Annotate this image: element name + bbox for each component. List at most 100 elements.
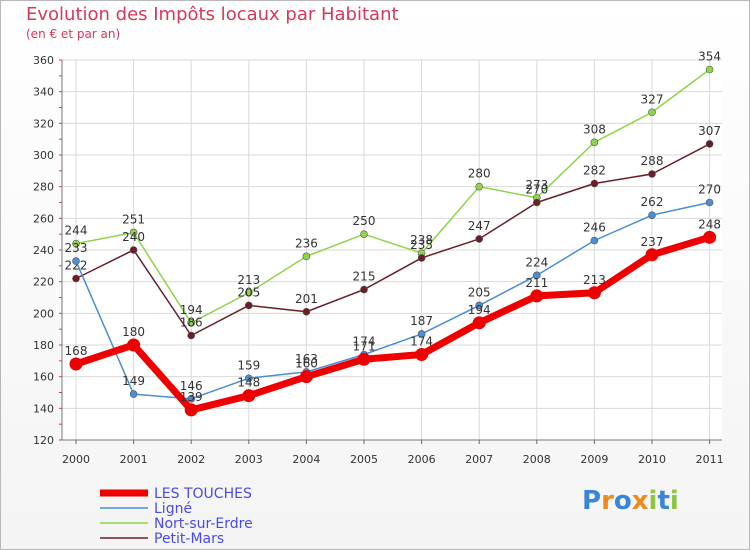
data-point (245, 301, 253, 310)
data-label: 235 (410, 238, 433, 252)
data-point (532, 271, 541, 280)
data-point (417, 254, 426, 262)
data-point (705, 140, 714, 148)
legend-entry: Petit-Mars (154, 531, 224, 547)
y-tick-label: 120 (33, 434, 54, 447)
data-label: 201 (295, 292, 318, 306)
data-point (472, 316, 486, 330)
data-label: 307 (698, 124, 721, 138)
data-label: 251 (122, 213, 145, 227)
data-label: 282 (583, 164, 606, 178)
data-point (72, 274, 80, 283)
data-label: 262 (641, 195, 664, 209)
logo-letter: i (669, 486, 679, 516)
logo-letter: r (601, 486, 614, 516)
logo-letter: i (648, 486, 658, 516)
data-point (587, 286, 601, 300)
data-label: 270 (525, 183, 548, 197)
y-tick-label: 240 (33, 244, 54, 257)
data-label: 354 (698, 50, 721, 64)
data-point (705, 198, 714, 207)
data-point (475, 235, 484, 243)
logo-letter: o (613, 486, 632, 516)
data-label: 187 (410, 314, 433, 328)
data-point (703, 230, 717, 244)
data-label: 288 (641, 154, 664, 168)
data-label: 246 (583, 221, 606, 235)
data-label: 186 (180, 316, 203, 330)
data-point (245, 374, 253, 383)
y-tick-label: 340 (33, 86, 54, 99)
x-tick-label: 2002 (177, 453, 205, 466)
data-point (187, 395, 195, 403)
data-label: 205 (468, 285, 491, 299)
data-label: 244 (65, 224, 88, 238)
data-label: 168 (65, 344, 88, 358)
data-label: 308 (583, 122, 606, 136)
data-point (129, 228, 138, 237)
data-label: 205 (237, 285, 260, 299)
data-label: 280 (468, 167, 491, 181)
logo-letter: P (582, 486, 602, 516)
x-tick-label: 2007 (465, 453, 493, 466)
data-point (590, 138, 599, 147)
x-tick-label: 2008 (523, 453, 551, 466)
y-tick-label: 200 (33, 307, 54, 320)
data-point (705, 65, 714, 74)
y-tick-label: 260 (33, 212, 54, 225)
data-label: 146 (180, 379, 203, 393)
data-point (648, 108, 656, 117)
x-tick-label: 2009 (580, 453, 608, 466)
data-point (187, 319, 195, 327)
data-label: 194 (180, 303, 203, 317)
data-label: 238 (410, 233, 433, 247)
data-label: 224 (525, 255, 548, 269)
legend-entry: Nort-sur-Erdre (154, 516, 253, 532)
y-tick-label: 360 (33, 54, 54, 67)
data-label: 247 (468, 219, 491, 233)
y-tick-label: 140 (33, 402, 54, 415)
x-tick-label: 2011 (696, 453, 724, 466)
y-tick-label: 280 (33, 181, 54, 194)
data-label: 270 (698, 183, 721, 197)
chart-subtitle: (en € et par an) (26, 27, 121, 41)
data-point (357, 352, 371, 366)
data-point (648, 211, 656, 219)
data-label: 233 (65, 241, 88, 255)
data-label: 236 (295, 236, 318, 250)
data-point (242, 389, 256, 403)
data-point (187, 331, 195, 340)
data-point (590, 236, 599, 245)
data-label: 213 (237, 273, 260, 287)
data-label: 211 (525, 276, 548, 290)
data-label: 148 (237, 376, 260, 390)
series-line-les-touches (74, 233, 711, 414)
x-tick-label: 2001 (120, 453, 148, 466)
legend-entry: Ligné (154, 501, 192, 517)
data-label: 149 (122, 374, 145, 388)
data-label: 222 (65, 259, 88, 273)
data-label: 215 (353, 270, 376, 284)
series-line-nort-sur-erdre (75, 68, 711, 324)
y-tick-label: 160 (33, 371, 54, 384)
data-label: 174 (410, 335, 433, 349)
data-label: 139 (180, 390, 203, 404)
data-label: 171 (353, 339, 376, 353)
data-point (129, 390, 138, 398)
x-tick-label: 2005 (350, 453, 378, 466)
data-point (72, 239, 80, 248)
data-label: 159 (237, 358, 260, 372)
data-point (590, 179, 599, 188)
data-label: 250 (353, 214, 376, 228)
data-label: 327 (641, 92, 664, 106)
data-label: 273 (525, 178, 548, 192)
data-point (475, 301, 484, 310)
data-label: 163 (295, 352, 318, 366)
y-tick-label: 180 (33, 339, 54, 352)
data-label: 194 (468, 303, 491, 317)
y-tick-label: 300 (33, 149, 54, 162)
y-tick-label: 320 (33, 117, 54, 130)
data-label: 237 (641, 235, 664, 249)
logo-letter: t (657, 486, 670, 516)
